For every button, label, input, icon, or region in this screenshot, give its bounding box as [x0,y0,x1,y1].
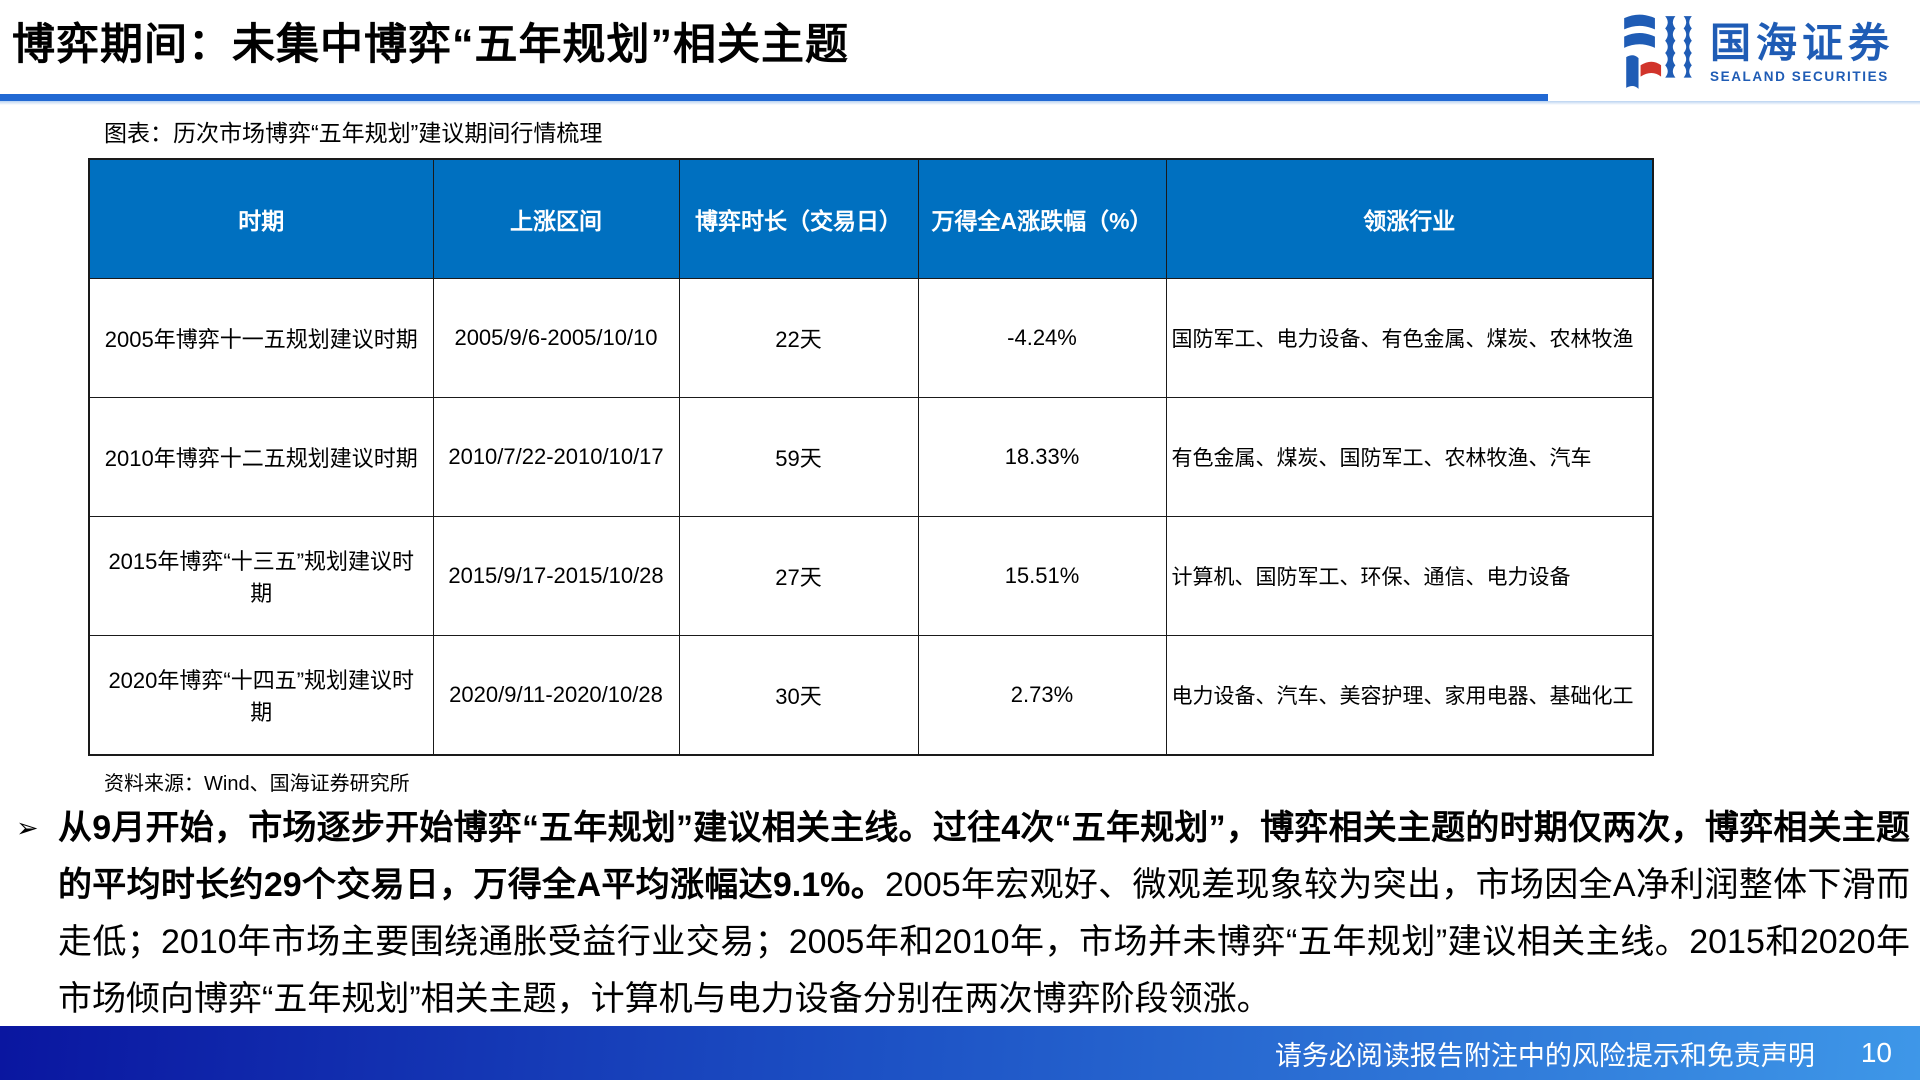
cell-range: 2005/9/6-2005/10/10 [432,278,680,398]
page-title: 博弈期间：未集中博弈“五年规划”相关主题 [12,21,849,69]
title-underline-light [0,101,1920,105]
bullet-arrow-icon: ➢ [16,813,39,843]
table-row: 2015年博弈“十三五”规划建议时期 2015/9/17-2015/10/28 … [88,516,1654,636]
col-header-period: 时期 [88,158,434,279]
footer-disclaimer: 请务必阅读报告附注中的风险提示和免责声明 [1274,1040,1815,1071]
commentary-bold: 从9月开始，市场逐步开始博弈“五年规划”建议相关主线。过往4次“五年规划”，博弈… [58,809,1910,904]
cell-change: 15.51% [917,516,1167,636]
cell-duration: 27天 [678,516,919,636]
table-row: 2005年博弈十一五规划建议时期 2005/9/6-2005/10/10 22天… [88,278,1654,398]
page-number: 10 [1860,1037,1892,1068]
cell-duration: 59天 [678,397,919,517]
table-row: 2010年博弈十二五规划建议时期 2010/7/22-2010/10/17 59… [88,397,1654,517]
cell-change: 2.73% [917,635,1167,756]
footer-bar: 请务必阅读报告附注中的风险提示和免责声明 10 [0,1026,1920,1080]
source-note: 资料来源：Wind、国海证券研究所 [104,773,410,795]
cell-industries: 电力设备、汽车、美容护理、家用电器、基础化工 [1165,635,1654,756]
figure-caption: 图表：历次市场博弈“五年规划”建议期间行情梳理 [104,120,603,146]
cell-period: 2010年博弈十二五规划建议时期 [88,397,434,517]
cell-change: -4.24% [917,278,1167,398]
cell-change: 18.33% [917,397,1167,517]
cell-period: 2015年博弈“十三五”规划建议时期 [88,516,434,636]
title-underline [0,94,1548,101]
cell-industries: 国防军工、电力设备、有色金属、煤炭、农林牧渔 [1165,278,1654,398]
col-header-range: 上涨区间 [432,158,680,279]
cell-industries: 有色金属、煤炭、国防军工、农林牧渔、汽车 [1165,397,1654,517]
market-review-table: 时期 上涨区间 博弈时长（交易日） 万得全A涨跌幅（%） 领涨行业 2005年博… [88,158,1654,756]
cell-period: 2020年博弈“十四五”规划建议时期 [88,635,434,756]
cell-industries: 计算机、国防军工、环保、通信、电力设备 [1165,516,1654,636]
company-logo: 国海证券 SEALAND SECURITIES [1620,10,1894,96]
commentary-text: 从9月开始，市场逐步开始博弈“五年规划”建议相关主线。过往4次“五年规划”，博弈… [58,800,1910,1028]
logo-en-text: SEALAND SECURITIES [1710,68,1889,84]
table-header-row: 时期 上涨区间 博弈时长（交易日） 万得全A涨跌幅（%） 领涨行业 [88,158,1654,279]
sealand-logo-icon [1624,14,1692,89]
commentary-block: ➢ 从9月开始，市场逐步开始博弈“五年规划”建议相关主线。过往4次“五年规划”，… [16,800,1910,1028]
cell-duration: 22天 [678,278,919,398]
cell-range: 2020/9/11-2020/10/28 [432,635,680,756]
cell-duration: 30天 [678,635,919,756]
commentary-normal: 2005年宏观好、微观差现象较为突出，市场因全A净利润整体下滑而走低；2010年… [58,866,1910,1018]
cell-range: 2010/7/22-2010/10/17 [432,397,680,517]
cell-range: 2015/9/17-2015/10/28 [432,516,680,636]
col-header-industries: 领涨行业 [1165,158,1654,279]
table-row: 2020年博弈“十四五”规划建议时期 2020/9/11-2020/10/28 … [88,635,1654,756]
col-header-duration: 博弈时长（交易日） [678,158,919,279]
col-header-change: 万得全A涨跌幅（%） [917,158,1167,279]
cell-period: 2005年博弈十一五规划建议时期 [88,278,434,398]
logo-cn-text: 国海证券 [1710,19,1894,66]
